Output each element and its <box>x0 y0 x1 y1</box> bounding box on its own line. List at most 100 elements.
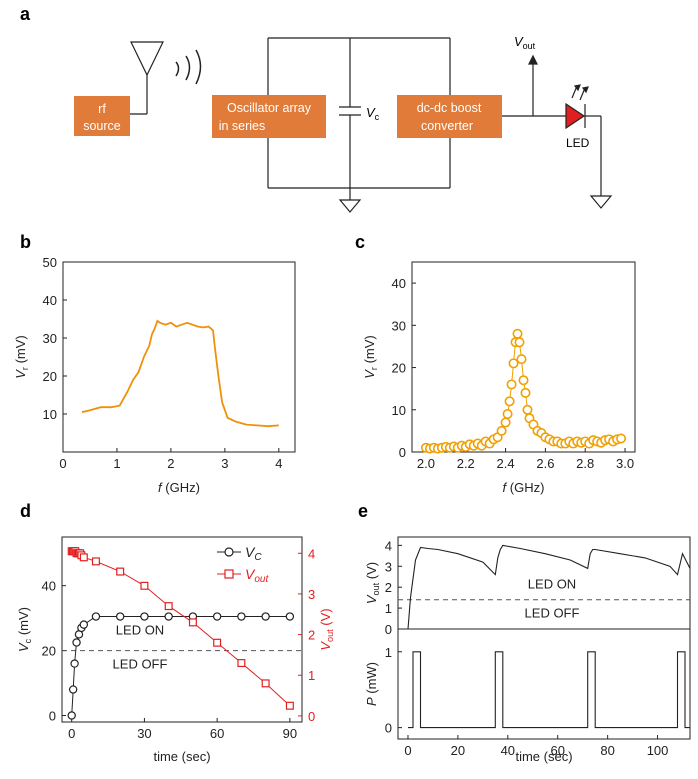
chart-e-top-y-tick-label: 1 <box>385 601 392 616</box>
chart-b-frame <box>62 261 296 453</box>
chart-d-yleft-tick-label: 20 <box>42 644 56 659</box>
chart-d-point-vc <box>70 659 79 668</box>
chart-d-point-vout <box>116 567 125 576</box>
rf-source-line1: rf <box>98 102 106 116</box>
chart-d-x-tick-label: 90 <box>283 726 297 741</box>
chart-d-point-vc <box>68 685 78 694</box>
chart-e-x-tick-label: 20 <box>451 743 465 758</box>
chart-b-ylabel: Vr (mV) <box>13 335 30 378</box>
chart-e-top-y-tick-label: 3 <box>385 559 392 574</box>
chart-c-point <box>518 375 529 386</box>
chart-d-yleft-tick-label: 0 <box>49 709 56 724</box>
chart-c-x-tick-label: 3.0 <box>616 456 634 471</box>
panel-label-a: a <box>20 4 31 24</box>
antenna-icon <box>129 41 164 115</box>
chart-e-top-line <box>407 544 691 630</box>
panel-label-b: b <box>20 232 31 252</box>
chart-c-ylabel: Vr (mV) <box>362 335 379 378</box>
chart-d-point-vc <box>140 612 149 621</box>
chart-d-point-vc <box>72 638 81 647</box>
chart-d-point-vout <box>91 557 100 566</box>
chart-c-x-tick-label: 2.6 <box>536 456 554 471</box>
chart-c-point <box>502 408 513 419</box>
chart-e-top-ylabel: Vout (V) <box>364 562 381 604</box>
chart-c-point <box>504 396 515 407</box>
chart-c-x-tick-label: 2.2 <box>457 456 475 471</box>
chart-d-x-tick-label: 30 <box>137 726 151 741</box>
chart-d-xlabel: time (sec) <box>153 749 210 764</box>
chart-c-point <box>522 404 533 415</box>
chart-b-x-tick-label: 3 <box>221 456 228 471</box>
chart-e-bottom-frame <box>397 628 691 740</box>
chart-d-point-vout <box>79 553 88 562</box>
panel-label-d: d <box>20 501 31 521</box>
chart-e-x-tick-label: 40 <box>501 743 515 758</box>
boost-line1: dc-dc boost <box>417 101 482 115</box>
vc-label: Vc <box>366 105 380 122</box>
chart-d-off-label: LED OFF <box>113 657 168 672</box>
chart-d-point-vout <box>213 638 222 647</box>
chart-e-x-tick-label: 0 <box>404 743 411 758</box>
chart-c-point <box>500 417 511 428</box>
boost-line2: converter <box>421 119 473 133</box>
chart-b-x-tick-label: 0 <box>59 456 66 471</box>
chart-d-yleft-tick-label: 40 <box>42 579 56 594</box>
chart-c: 2.0 2.2 2.4 2.6 2.8 3.0 0 10 20 30 40 f (GHz) Vr (mV… <box>362 261 636 495</box>
chart-b-y-tick-label: 40 <box>43 293 57 308</box>
capacitor-icon <box>338 38 362 213</box>
radio-waves-icon <box>175 49 202 85</box>
panel-label-e: e <box>358 501 368 521</box>
rf-source-line2: source <box>83 119 121 133</box>
led-triangle <box>565 102 586 130</box>
chart-d-point-vc <box>79 620 89 629</box>
chart-d-frame <box>61 536 303 723</box>
vout-label: Vout <box>514 34 536 51</box>
chart-d-ylabel-right: Vout (V) <box>318 608 335 650</box>
chart-d-on-label: LED ON <box>116 623 164 638</box>
led-label: LED <box>566 136 590 150</box>
chart-d-x-tick-label: 0 <box>68 726 75 741</box>
led-icon <box>565 84 613 209</box>
chart-c-y-tick-label: 20 <box>392 361 406 376</box>
chart-b-x-tick-label: 2 <box>167 456 174 471</box>
chart-c-y-tick-label: 40 <box>392 276 406 291</box>
chart-c-point <box>508 358 519 369</box>
chart-c-frame <box>411 261 636 453</box>
chart-b-y-tick-label: 10 <box>43 407 57 422</box>
vout-arrow-icon <box>528 54 538 116</box>
panel-label-c: c <box>355 232 365 252</box>
chart-c-y-tick-label: 10 <box>392 403 406 418</box>
chart-d-legend-label: VC <box>245 544 262 563</box>
chart-d-point-vc <box>237 612 246 621</box>
chart-e-xlabel: time (sec) <box>515 749 572 764</box>
chart-d-yright-tick-label: 3 <box>308 587 315 602</box>
chart-d-point-vc <box>285 612 295 621</box>
chart-c-x-tick-label: 2.8 <box>576 456 594 471</box>
chart-b: 0 1 2 3 4 10 20 30 40 50 f (GHz) Vr (mV) <box>13 255 296 495</box>
chart-d-point-vout <box>164 602 173 611</box>
chart-d-legend-label: Vout <box>245 566 269 585</box>
chart-e-top-y-tick-label: 4 <box>385 538 392 553</box>
chart-c-x-tick-label: 2.0 <box>417 456 435 471</box>
chart-d-yright-tick-label: 4 <box>308 546 315 561</box>
chart-e-top-y-tick-label: 2 <box>385 580 392 595</box>
chart-b-y-tick-label: 30 <box>43 331 57 346</box>
chart-e-bottom-y-tick-label: 1 <box>385 645 392 660</box>
chart-e-off-label: LED OFF <box>525 606 580 621</box>
chart-d-x-tick-label: 60 <box>210 726 224 741</box>
chart-e-x-tick-label: 80 <box>600 743 614 758</box>
circuit-diagram <box>129 37 613 213</box>
chart-d-point-vc <box>212 612 222 621</box>
chart-c-point <box>512 328 523 339</box>
oscillator-line2: in series <box>219 119 266 133</box>
oscillator-box: Oscillator array in series <box>212 95 326 138</box>
chart-b-y-tick-label: 20 <box>43 369 57 384</box>
chart-d-point-vc <box>164 612 173 621</box>
chart-b-x-tick-label: 1 <box>113 456 120 471</box>
chart-d-point-vout <box>261 679 270 688</box>
chart-c-point <box>616 433 627 444</box>
chart-d-line-0 <box>71 616 290 716</box>
chart-b-xlabel: f (GHz) <box>158 480 200 495</box>
chart-e-x-tick-label: 60 <box>550 743 564 758</box>
chart-b-line <box>81 319 279 428</box>
